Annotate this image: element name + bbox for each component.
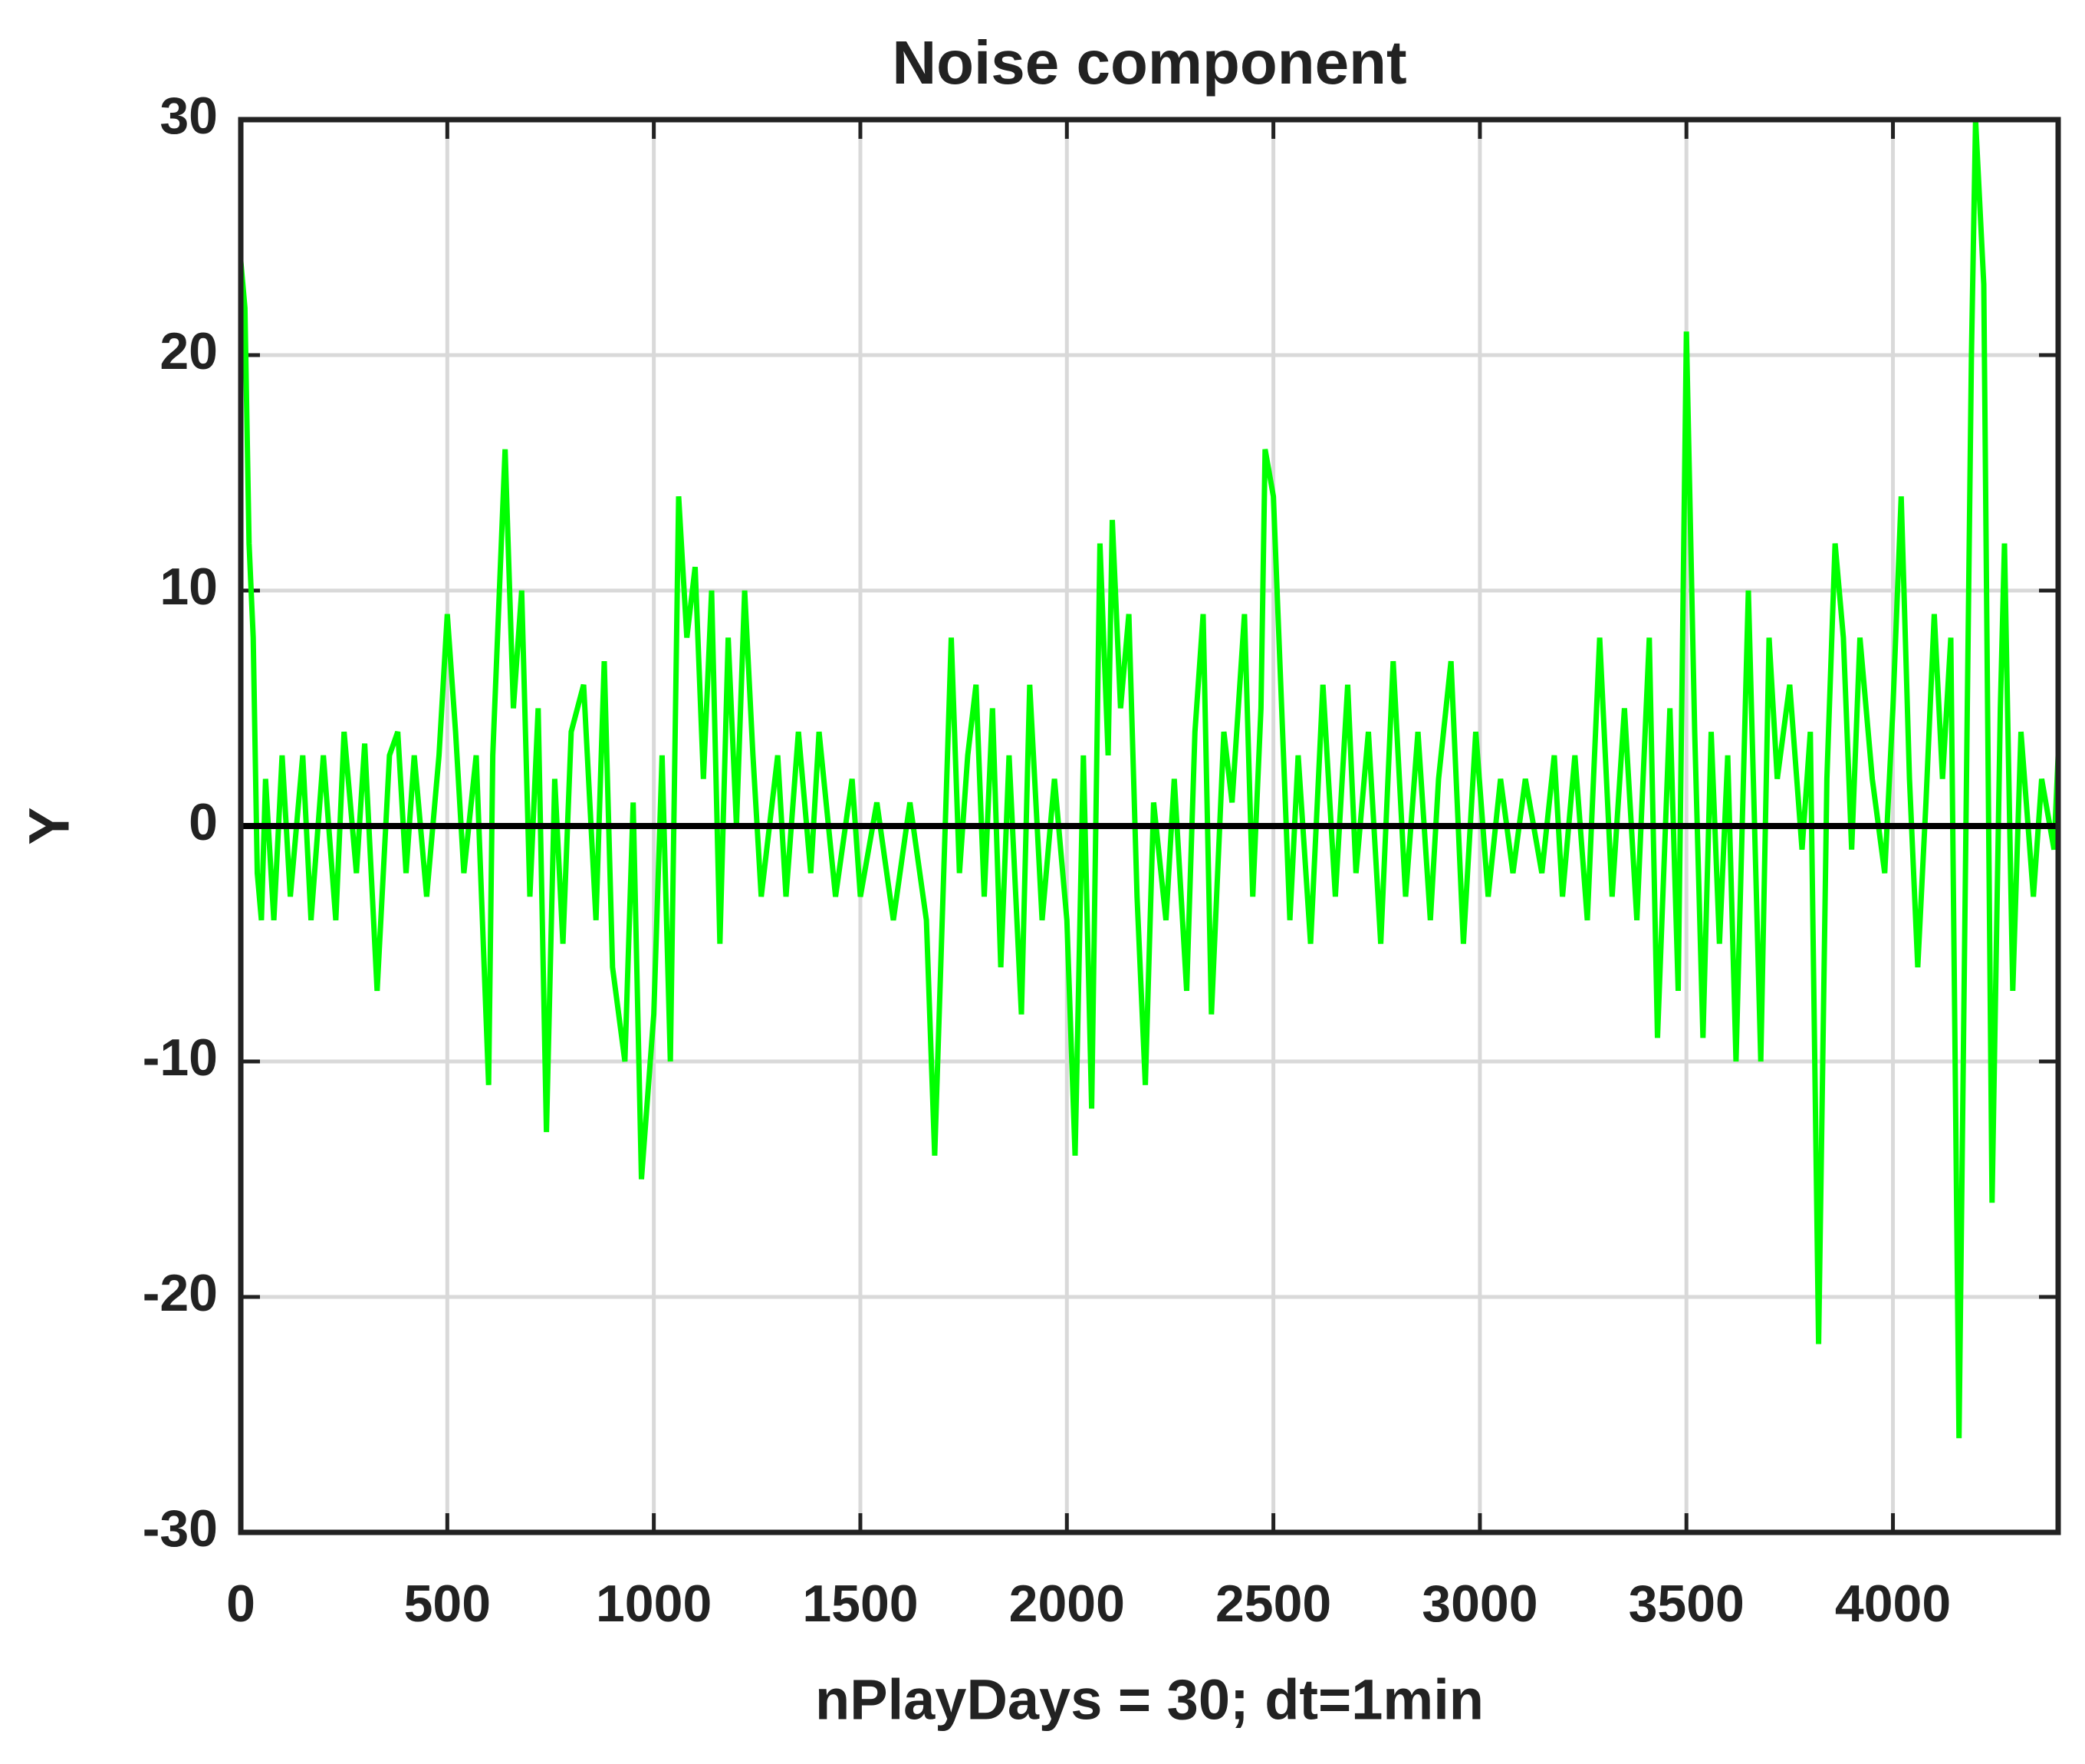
data-line bbox=[238, 119, 2061, 1439]
x-tick-label: 3500 bbox=[1629, 1575, 1745, 1633]
x-tick-label: 1500 bbox=[802, 1575, 918, 1633]
chart-title: Noise component bbox=[892, 28, 1406, 97]
x-tick-label: 3000 bbox=[1422, 1575, 1537, 1633]
y-tick-label: 20 bbox=[159, 322, 218, 380]
x-tick-label: 1000 bbox=[596, 1575, 712, 1633]
x-tick-label: 2500 bbox=[1215, 1575, 1331, 1633]
axes-box bbox=[238, 117, 2061, 1535]
x-tick-label: 500 bbox=[404, 1575, 491, 1633]
y-tick-label: -20 bbox=[143, 1264, 218, 1322]
y-tick-label: 10 bbox=[159, 558, 218, 616]
y-axis-label: Y bbox=[18, 807, 81, 844]
x-tick-label: 4000 bbox=[1835, 1575, 1951, 1633]
x-axis-label: nPlayDays = 30; dt=1min bbox=[815, 1668, 1484, 1732]
y-tick-label: -10 bbox=[143, 1028, 218, 1087]
x-tick-label: 0 bbox=[226, 1575, 255, 1633]
y-tick-label: 0 bbox=[189, 793, 218, 851]
x-tick-label: 2000 bbox=[1009, 1575, 1125, 1633]
y-tick-label: -30 bbox=[143, 1499, 218, 1558]
y-tick-label: 30 bbox=[159, 87, 218, 145]
